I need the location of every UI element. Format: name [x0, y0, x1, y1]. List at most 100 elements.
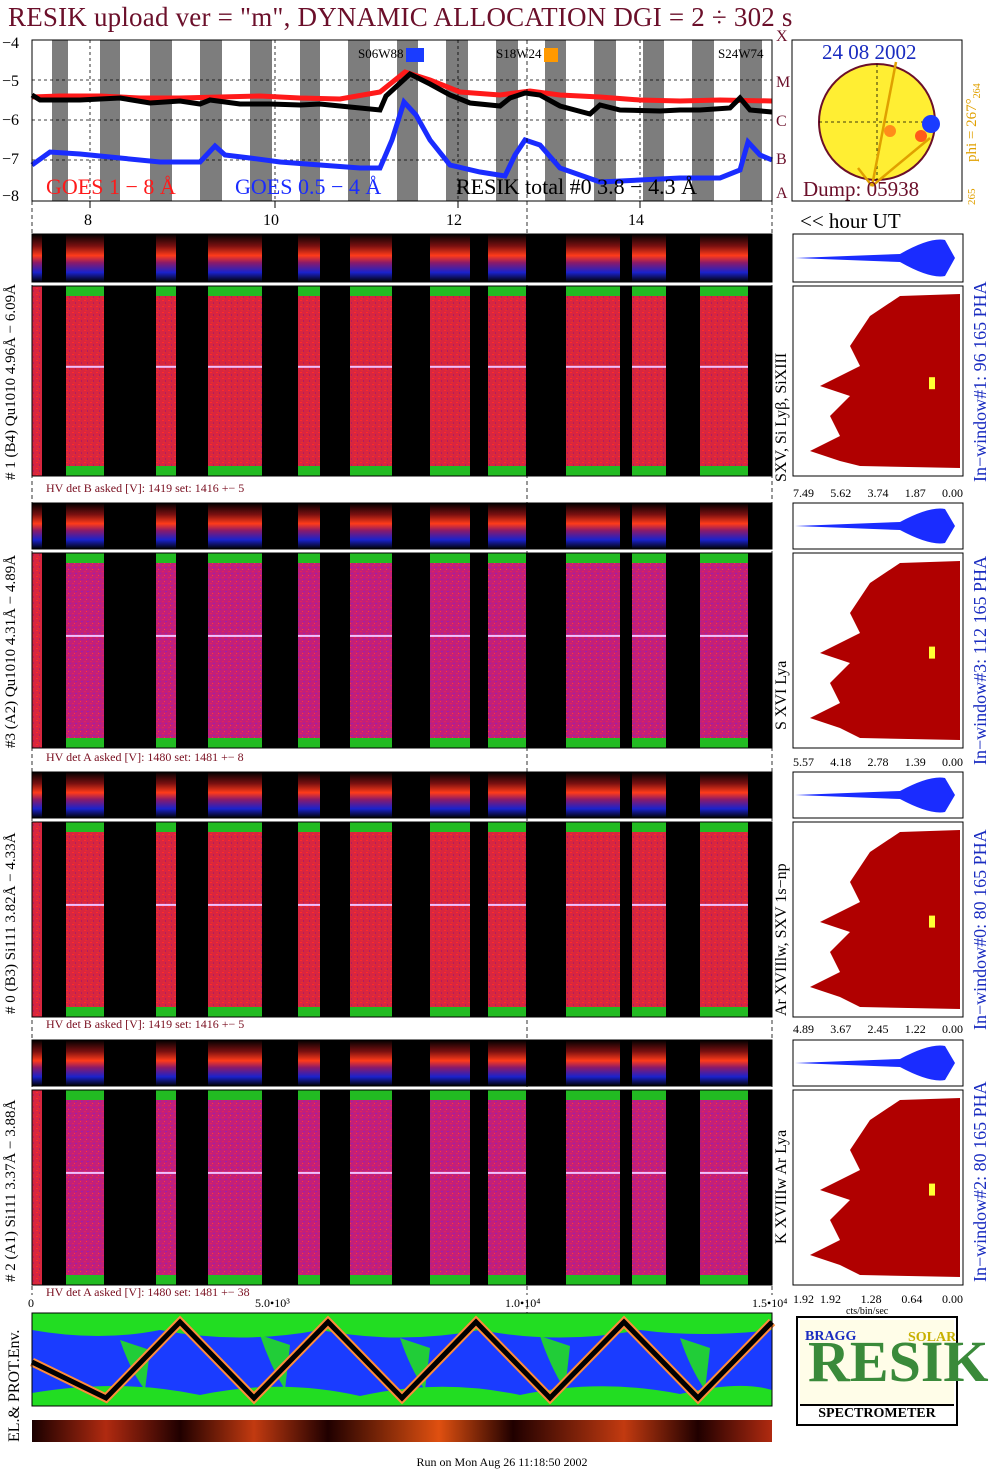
column-line	[566, 1171, 620, 1174]
phi-label: phi = 267°264	[964, 83, 983, 162]
channel-line-label: K XVIIIw Ar Lya	[773, 1129, 790, 1244]
top-strip-column	[430, 234, 470, 282]
column-line	[350, 365, 392, 368]
column-bottom-edge	[566, 738, 620, 748]
env-xtick: 1.92	[793, 1292, 814, 1306]
profile-marker	[929, 377, 935, 390]
spectrogram-column	[566, 553, 620, 748]
pha-profile	[795, 1045, 955, 1081]
column-bottom-edge	[632, 1007, 666, 1017]
column-bottom-edge	[208, 1007, 262, 1017]
column-top-edge	[208, 286, 262, 296]
spectrogram-column	[632, 553, 666, 748]
spectrogram-column	[700, 1090, 748, 1285]
xtick-label: 1.39	[904, 755, 926, 769]
pha-profile	[795, 239, 955, 277]
column-line	[632, 365, 666, 368]
class-label: B	[776, 151, 787, 168]
spectrogram-column	[566, 286, 620, 476]
column-top-edge	[298, 1090, 320, 1100]
logo-bragg-text: BRAGG	[805, 1329, 857, 1344]
profile-marker	[929, 915, 935, 928]
column-bottom-edge	[66, 466, 104, 476]
pha-profile	[795, 508, 955, 544]
logo-resik: RESIK	[808, 1332, 989, 1392]
top-strip-column	[156, 1040, 176, 1086]
column-bottom-edge	[430, 466, 470, 476]
roll-axis	[870, 61, 898, 187]
xtick-label: 1.92	[820, 1292, 841, 1306]
spectrogram-column	[156, 286, 176, 476]
class-label: M	[776, 74, 791, 91]
column-top-edge	[156, 286, 176, 296]
top-strip-column	[700, 503, 748, 549]
run-footer: Run on Mon Aug 26 11:18:50 2002	[416, 1455, 588, 1469]
spectrogram-column	[430, 286, 470, 476]
xtick-label: 7.49	[793, 486, 814, 500]
column-bottom-edge	[66, 738, 104, 748]
column-line	[700, 903, 748, 906]
column-bottom-edge	[350, 738, 392, 748]
column-bottom-edge	[66, 1007, 104, 1017]
column-bottom-edge	[700, 1007, 748, 1017]
column-line	[208, 903, 262, 906]
class-label: A	[776, 185, 788, 202]
column-top-edge	[66, 1090, 104, 1100]
spectrogram-column	[632, 822, 666, 1017]
spectrogram-column	[488, 553, 526, 748]
channel-window-label: In−window#2: 80 165 PHA	[970, 1081, 990, 1282]
profile-marker	[929, 1183, 935, 1196]
top-strip-column	[632, 234, 666, 282]
column-bottom-edge	[430, 1275, 470, 1285]
column-line	[566, 903, 620, 906]
env-ylabel: EL.& PROT.Env.	[6, 1329, 23, 1442]
resik-total-series	[30, 70, 773, 117]
goes-grid	[32, 40, 772, 201]
xtick-label: 5.62	[830, 486, 852, 500]
env-xtick: 0	[28, 1296, 34, 1310]
hour-tick-label: 12	[446, 212, 462, 229]
top-strip-column	[156, 234, 176, 282]
spectrogram-column	[350, 286, 392, 476]
column-top-edge	[298, 553, 320, 563]
channel-label: # 0 (B3) Si111 3.82Å − 4.33Å	[3, 832, 19, 1014]
top-strip-column	[66, 234, 104, 282]
column-top-edge	[298, 286, 320, 296]
top-strip-column	[298, 503, 320, 549]
phi-label-text: phi = 267°	[964, 98, 980, 162]
spectrogram-column	[700, 822, 748, 1017]
night-band	[740, 40, 762, 201]
top-strip-column	[350, 234, 392, 282]
column-line	[156, 1171, 176, 1174]
spectrogram-column	[208, 822, 262, 1017]
column-bottom-edge	[208, 466, 262, 476]
goes-panel	[30, 39, 773, 202]
column-line	[66, 365, 104, 368]
flare-marker-orange	[884, 125, 896, 137]
ytick-label: −4	[2, 35, 20, 52]
column-line	[632, 634, 666, 637]
channel-line-label: SXV, Si Lyβ, SiXIII	[773, 352, 790, 482]
channel-xticks: 4.89 3.67 2.45 1.22 0.00	[793, 1022, 963, 1037]
column-top-edge	[208, 822, 262, 832]
env-xtick: 5.0•10³	[255, 1296, 290, 1310]
channel-label: #3 (A2) Qu1010 4.31Å − 4.89Å	[3, 554, 19, 748]
column-line	[488, 634, 526, 637]
spectral-profile	[810, 1098, 960, 1277]
chart-title: RESIK upload ver = "m", DYNAMIC ALLOCATI…	[8, 2, 793, 32]
goes-long-series	[31, 69, 773, 104]
column-bottom-edge	[700, 466, 748, 476]
spectrogram-column	[66, 553, 104, 748]
spectral-profile	[810, 830, 960, 1009]
top-strip-column	[298, 1040, 320, 1086]
column-top-edge	[566, 286, 620, 296]
column-bottom-edge	[566, 1007, 620, 1017]
top-strip-column	[156, 772, 176, 818]
phi-sub: 264	[972, 83, 983, 99]
top-strip-column	[66, 1040, 104, 1086]
top-strip-column	[350, 772, 392, 818]
top-strip-column	[208, 503, 262, 549]
column-top-edge	[156, 1090, 176, 1100]
column-bottom-edge	[156, 1275, 176, 1285]
top-strip-column	[66, 772, 104, 818]
